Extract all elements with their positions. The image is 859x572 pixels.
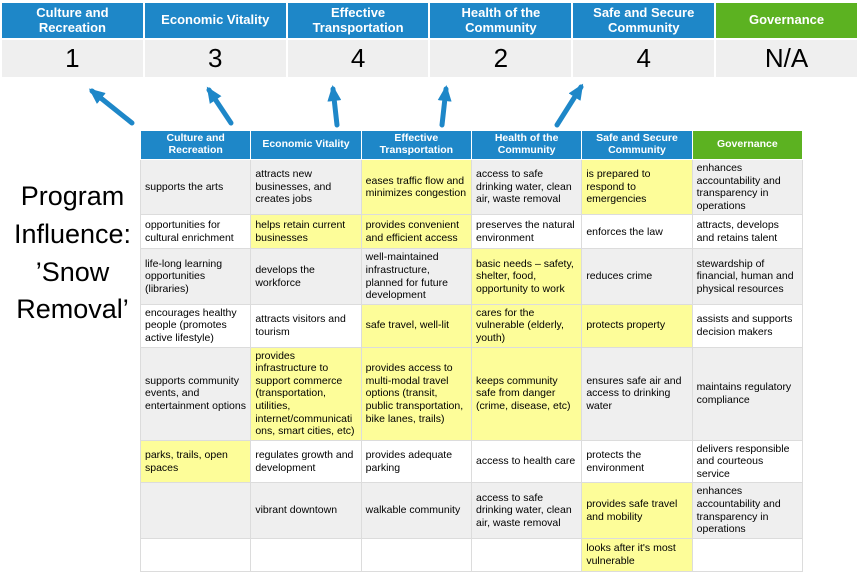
table-row: supports community events, and entertain… [139, 346, 804, 441]
scoreboard-column-culture: Culture and Recreation 1 [2, 3, 143, 77]
matrix-cell [139, 482, 252, 539]
matrix-cell: regulates growth and development [250, 439, 362, 484]
arrow-health-icon [437, 85, 452, 128]
matrix-cell: life-long learning opportunities (librar… [139, 248, 252, 305]
matrix-cell: walkable community [360, 482, 472, 539]
matrix-header-cell: Economic Vitality [250, 130, 362, 160]
table-row: encourages healthy people (promotes acti… [139, 303, 804, 348]
matrix-header-cell: Health of the Community [470, 130, 583, 160]
matrix-cell: attracts new businesses, and creates job… [250, 158, 362, 216]
matrix-header-cell: Safe and Secure Community [581, 130, 693, 160]
connector-arrows [88, 83, 584, 128]
scoreboard-column-safety: Safe and Secure Community 4 [573, 3, 715, 77]
matrix-cell [139, 537, 252, 572]
matrix-cell: encourages healthy people (promotes acti… [139, 303, 252, 348]
arrow-safety-icon [554, 83, 584, 128]
scoreboard-header-economic: Economic Vitality [144, 3, 286, 38]
matrix-cell: access to safe drinking water, clean air… [470, 482, 583, 539]
scoreboard-column-economic: Economic Vitality 3 [144, 3, 286, 77]
table-row: looks after it's most vulnerable [139, 537, 804, 572]
table-row: parks, trails, open spaces regulates grow… [139, 439, 804, 484]
scoreboard: Culture and Recreation 1 Economic Vitali… [2, 3, 857, 77]
matrix-header-cell: Governance [691, 130, 804, 160]
matrix-head: Culture and Recreation Economic Vitality E… [139, 130, 804, 160]
scoreboard-score-governance: N/A [716, 40, 857, 77]
page-title: Program Influence: ’Snow Removal’ [13, 181, 132, 325]
matrix-cell: enforces the law [581, 214, 693, 250]
matrix-cell: assists and supports decision makers [691, 303, 804, 348]
matrix-cell [360, 537, 472, 572]
scoreboard-score-safety: 4 [573, 40, 715, 77]
matrix-cell: supports community events, and entertain… [139, 346, 252, 441]
matrix-cell: helps retain current businesses [250, 214, 362, 250]
influence-matrix: Culture and Recreation Economic Vitality E… [139, 130, 804, 572]
scoreboard-header-culture: Culture and Recreation [2, 3, 143, 38]
matrix-cell: vibrant downtown [250, 482, 362, 539]
matrix-cell: stewardship of financial, human and phys… [691, 248, 804, 305]
arrow-economic-icon [206, 86, 234, 126]
matrix-cell: opportunities for cultural enrichment [139, 214, 252, 250]
matrix-cell: provides safe travel and mobility [581, 482, 693, 539]
matrix-cell: basic needs – safety, shelter, food, opp… [470, 248, 583, 305]
matrix-cell: protects property [581, 303, 693, 348]
scoreboard-score-culture: 1 [2, 40, 143, 77]
table-row: opportunities for cultural enrichment hel… [139, 214, 804, 250]
matrix-cell: provides convenient and efficient access [360, 214, 472, 250]
scoreboard-header-governance: Governance [716, 3, 857, 38]
arrow-culture-icon [88, 88, 135, 126]
matrix-header-cell: Effective Transportation [360, 130, 472, 160]
matrix-cell: provides adequate parking [360, 439, 472, 484]
scoreboard-column-governance: Governance N/A [716, 3, 857, 77]
matrix-cell: attracts visitors and tourism [250, 303, 362, 348]
table-row: supports the arts attracts new businesses… [139, 158, 804, 216]
scoreboard-score-transportation: 4 [287, 40, 429, 77]
scoreboard-column-transportation: Effective Transportation 4 [287, 3, 429, 77]
matrix-cell: protects the environment [581, 439, 693, 484]
matrix-cell: looks after it's most vulnerable [581, 537, 693, 572]
matrix-cell: maintains regulatory compliance [691, 346, 804, 441]
matrix-cell: keeps community safe from danger (crime,… [470, 346, 583, 441]
matrix-cell [691, 537, 804, 572]
table-row: vibrant downtown walkable community access… [139, 482, 804, 539]
matrix-cell: supports the arts [139, 158, 252, 216]
matrix-cell: provides access to multi-modal travel op… [360, 346, 472, 441]
matrix-header-row: Culture and Recreation Economic Vitality E… [139, 130, 804, 160]
matrix-cell: well-maintained infrastructure, planned … [360, 248, 472, 305]
matrix-body: supports the arts attracts new businesses… [139, 158, 804, 572]
matrix-cell: ensures safe air and access to drinking … [581, 346, 693, 441]
matrix-cell: parks, trails, open spaces [139, 439, 252, 484]
matrix-cell: access to safe drinking water, clean air… [470, 158, 583, 216]
scoreboard-score-health: 2 [430, 40, 572, 77]
matrix-cell: preserves the natural environment [470, 214, 583, 250]
scoreboard-score-economic: 3 [144, 40, 286, 77]
matrix-cell: develops the workforce [250, 248, 362, 305]
matrix-cell: access to health care [470, 439, 583, 484]
matrix-cell [250, 537, 362, 572]
scoreboard-header-safety: Safe and Secure Community [573, 3, 715, 38]
table-row: life-long learning opportunities (librar… [139, 248, 804, 305]
matrix-cell: enhances accountability and transparency… [691, 158, 804, 216]
matrix-cell: is prepared to respond to emergencies [581, 158, 693, 216]
matrix-cell: delivers responsible and courteous servi… [691, 439, 804, 484]
matrix-cell: reduces crime [581, 248, 693, 305]
matrix-cell [470, 537, 583, 572]
scoreboard-header-health: Health of the Community [430, 3, 572, 38]
matrix-cell: cares for the vulnerable (elderly, youth… [470, 303, 583, 348]
matrix-cell: provides infrastructure to support comme… [250, 346, 362, 441]
scoreboard-header-transportation: Effective Transportation [287, 3, 429, 38]
matrix-cell: attracts, develops and retains talent [691, 214, 804, 250]
matrix-header-cell: Culture and Recreation [139, 130, 252, 160]
matrix-cell: eases traffic flow and minimizes congest… [360, 158, 472, 216]
matrix-cell: safe travel, well-lit [360, 303, 472, 348]
arrow-transportation-icon [327, 85, 342, 128]
scoreboard-column-health: Health of the Community 2 [430, 3, 572, 77]
matrix-cell: enhances accountability and transparency… [691, 482, 804, 539]
